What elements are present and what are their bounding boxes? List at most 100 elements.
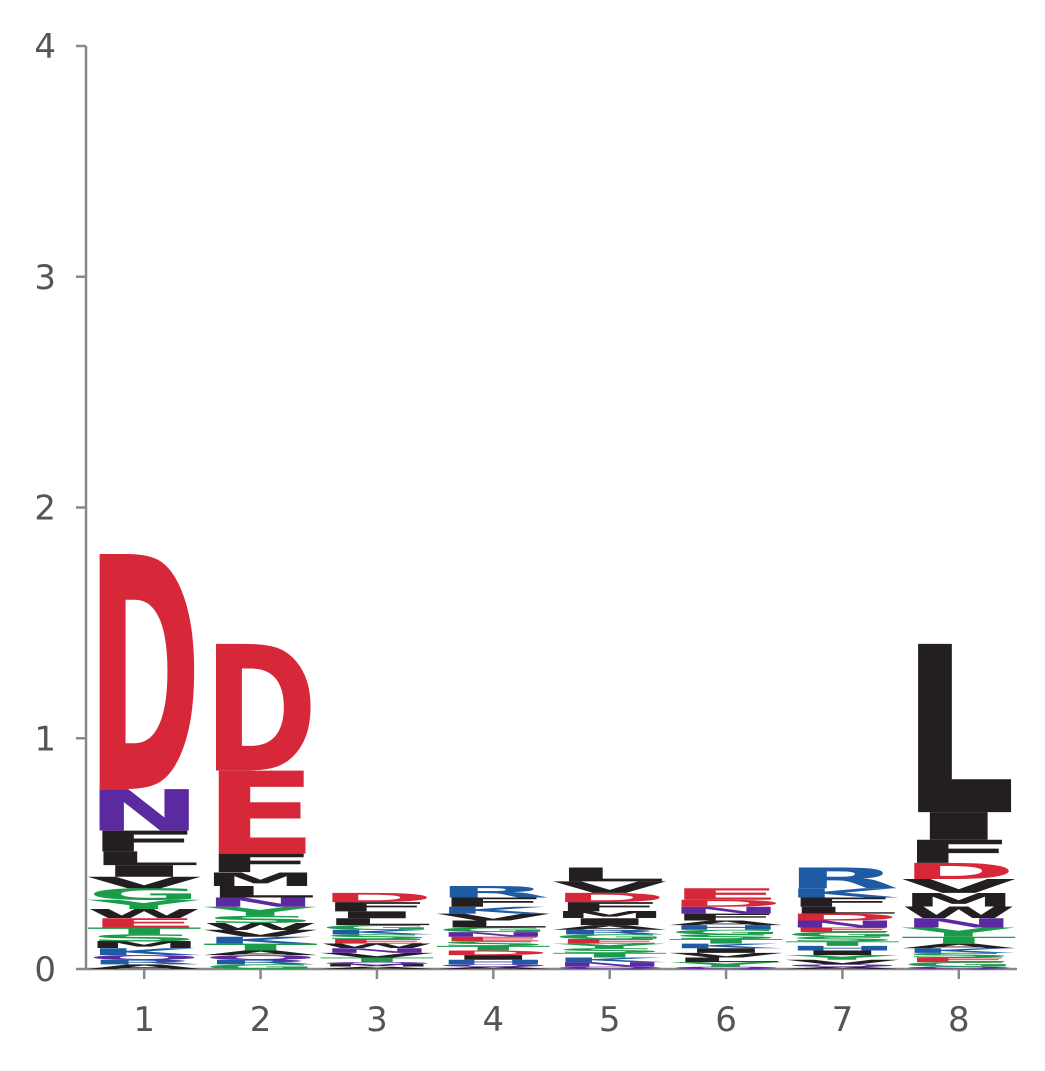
logo-letter-I: I (785, 949, 899, 956)
logo-letter-K: K (320, 929, 434, 936)
logo-letter-Y: Y (86, 897, 202, 912)
logo-letter-E: E (785, 926, 899, 933)
logo-letter-L: L (320, 916, 434, 927)
logo-letter-L: L (785, 905, 899, 916)
logo-letter-F: F (902, 834, 1016, 871)
logo-letter-E: E (203, 748, 317, 881)
logo-letter-Y: Y (784, 954, 900, 961)
logo-letter-G: G (902, 961, 1016, 968)
y-tick-label: 3 (34, 258, 56, 298)
logo-letter-S: S (87, 933, 201, 944)
logo-letter-D: D (436, 949, 550, 956)
logo-letter-G: G (203, 963, 317, 970)
logo-letter-L: L (553, 864, 667, 886)
logo-letter-W: W (320, 942, 434, 949)
logo-letter-I: I (320, 909, 434, 920)
logo-letter-V: V (203, 928, 317, 939)
logo-letter-I: I (553, 916, 667, 927)
logo-letter-K: K (87, 946, 201, 957)
logo-letter-D: D (669, 898, 783, 909)
logo-letter-K: K (785, 886, 899, 901)
logo-letter-V: V (320, 952, 434, 959)
logo-letter-V: V (553, 878, 667, 897)
logo-letter-M: M (902, 889, 1016, 911)
logo-letter-E: E (669, 885, 783, 903)
logo-letter-T: T (87, 926, 201, 937)
logo-letter-S: S (785, 936, 899, 943)
logo-letter-Y: Y (551, 942, 667, 949)
logo-letter-T: T (669, 938, 783, 945)
x-tick-label: 8 (948, 1000, 970, 1040)
x-tick-label: 2 (250, 1000, 272, 1040)
logo-letter-M: M (87, 940, 201, 951)
y-tick-label: 0 (34, 950, 56, 990)
logo-letter-D: D (203, 609, 317, 812)
logo-letter-T: T (553, 952, 667, 959)
logo-letter-K: K (436, 905, 550, 916)
logo-letter-R: R (436, 883, 550, 901)
logo-letter-W: W (902, 904, 1016, 922)
x-tick-label: 4 (482, 1000, 504, 1040)
logo-letter-M: M (553, 910, 667, 921)
logo-letter-S: S (553, 947, 667, 954)
logo-letter-F: F (785, 895, 899, 910)
logo-letter-Y: Y (668, 961, 784, 968)
logo-letter-E: E (902, 956, 1016, 963)
logo-letter-G: G (87, 885, 201, 903)
logo-letter-V: V (785, 959, 899, 966)
logo-letter-W: W (87, 907, 201, 922)
logo-letter-A: A (203, 949, 317, 956)
logo-letter-I: I (436, 954, 550, 961)
logo-letter-E: E (553, 938, 667, 945)
logo-letter-Y: Y (202, 904, 318, 919)
logo-letter-T: T (203, 942, 317, 953)
logo-letter-L: L (436, 919, 550, 930)
logo-letter-W: W (203, 921, 317, 932)
logo-letter-I: I (902, 805, 1016, 849)
x-tick-label: 1 (133, 1000, 155, 1040)
logo-letter-Q: Q (436, 964, 550, 968)
logo-letter-F: F (436, 895, 550, 910)
logo-letter-A: A (436, 966, 551, 970)
logo-letter-A: A (87, 963, 201, 970)
logo-letter-S: S (203, 914, 317, 925)
logo-letter-Q: Q (203, 954, 317, 961)
logo-letter-K: K (902, 947, 1016, 954)
logo-letter-R: R (87, 958, 201, 965)
logo-letter-D: D (87, 491, 201, 866)
logo-letter-E: E (87, 916, 201, 931)
logo-letter-F: F (669, 912, 783, 923)
letter-stacks: ARQKMSTEWYGVILFNDGRQATKVWSYNLMFEDAMQTVNW… (86, 491, 1016, 970)
logo-letter-T: T (320, 956, 434, 963)
y-tick-label: 2 (34, 489, 56, 529)
y-tick-label: 4 (34, 27, 56, 67)
logo-letter-A: A (785, 966, 900, 970)
logo-letter-H: H (785, 945, 899, 952)
logo-letter-V: V (902, 875, 1016, 897)
logo-letter-N: N (203, 895, 317, 910)
logo-letter-V: V (87, 873, 201, 892)
logo-letter-Q: Q (553, 966, 667, 970)
logo-letter-S: S (902, 952, 1016, 959)
logo-letter-M: M (320, 964, 434, 968)
x-tick-label: 5 (599, 1000, 621, 1040)
logo-letter-Q: Q (320, 961, 434, 965)
logo-letter-D: D (553, 890, 667, 905)
logo-letter-I: I (87, 862, 201, 880)
logo-letter-Y: Y (900, 925, 1016, 940)
logo-letter-K: K (553, 956, 667, 963)
logo-letter-H: H (669, 924, 783, 931)
logo-letter-T: T (436, 945, 550, 952)
logo-letter-E: E (436, 935, 550, 942)
logo-letter-E: E (320, 938, 434, 945)
x-tick-label: 7 (832, 1000, 854, 1040)
x-axis: 1 2 3 4 5 6 7 8 (86, 967, 1017, 1040)
logo-letter-Q: Q (785, 964, 899, 968)
